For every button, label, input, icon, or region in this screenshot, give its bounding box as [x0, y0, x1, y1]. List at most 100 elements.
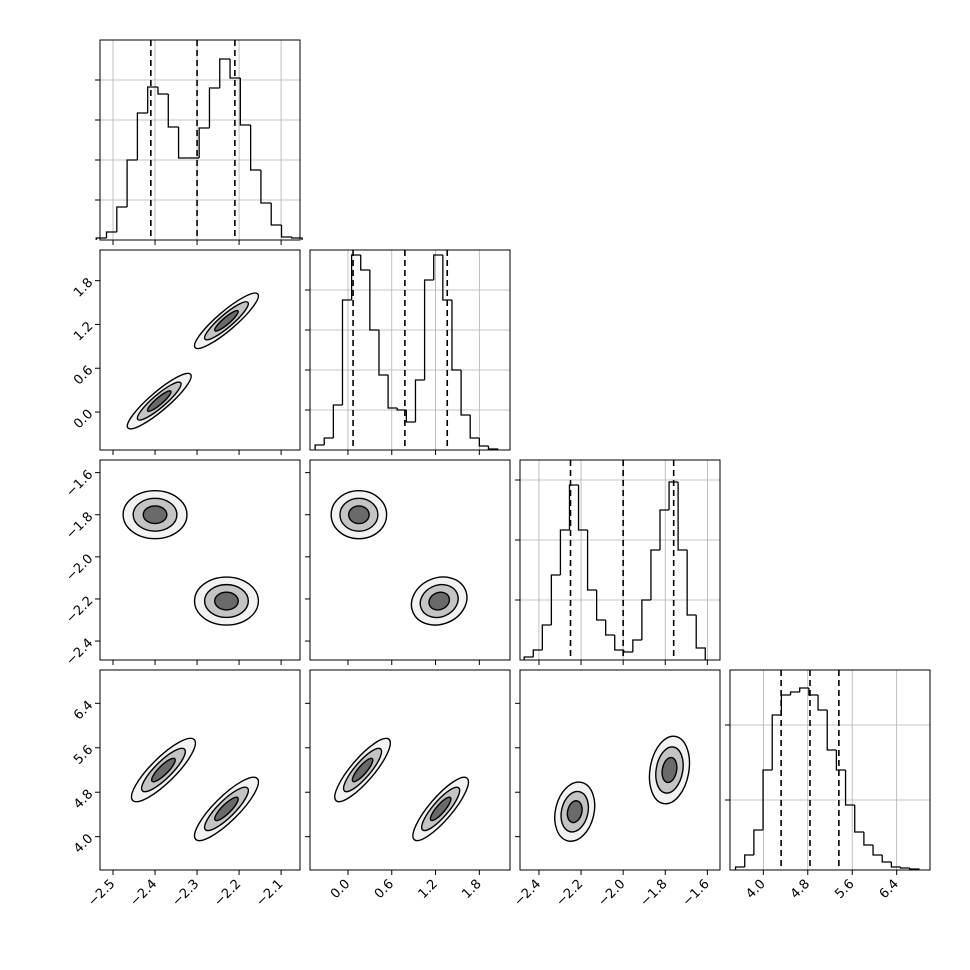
density-panel — [330, 490, 468, 626]
histogram-bin — [744, 854, 754, 867]
histogram-bin — [541, 624, 552, 650]
contour — [560, 790, 590, 833]
y-tick-label: 1.8 — [71, 275, 96, 300]
histogram-bin — [568, 484, 579, 530]
contour — [566, 800, 583, 824]
contour — [428, 591, 451, 611]
y-tick-label: 0.0 — [71, 407, 96, 432]
histogram-bin — [695, 615, 706, 660]
histogram-bin — [650, 549, 660, 600]
panel-frame — [99, 39, 301, 241]
histogram-bin — [332, 404, 343, 438]
histogram-bin — [323, 437, 334, 445]
histogram-bin — [378, 330, 389, 376]
y-tick-label: 6.4 — [71, 698, 96, 723]
histogram-bin — [369, 270, 379, 331]
histogram-bin — [817, 695, 828, 711]
histogram-bin — [487, 446, 499, 450]
histogram-bin — [863, 832, 874, 846]
density-fill — [214, 797, 239, 821]
x-tick-label: 4.0 — [743, 877, 768, 902]
histogram-bin — [623, 650, 633, 653]
panel-frame — [309, 459, 511, 661]
x-tick-label: −2.2 — [553, 877, 586, 910]
histogram-bin — [442, 255, 452, 301]
y-tick-label: −2.0 — [63, 552, 96, 585]
histogram-bin — [95, 237, 107, 240]
histogram-bin — [899, 867, 910, 869]
histogram-bin — [469, 415, 480, 439]
x-tick-label: −1.8 — [638, 877, 671, 910]
density-panel — [554, 735, 691, 842]
x-tick-label: 0.0 — [328, 877, 353, 902]
histogram-bin — [789, 691, 800, 695]
y-tick-label: −2.2 — [63, 594, 96, 627]
contour — [412, 776, 470, 842]
histogram-bin — [577, 485, 588, 531]
contour — [420, 786, 461, 832]
density-fill — [151, 758, 176, 782]
histogram-bin — [890, 862, 901, 868]
histogram-bin — [177, 127, 189, 159]
x-tick-label: −2.0 — [596, 877, 629, 910]
contour — [142, 505, 168, 525]
histogram-bin — [835, 750, 846, 771]
histogram-bin — [753, 829, 764, 855]
panel-frame — [309, 249, 511, 451]
x-tick-label: 6.4 — [877, 877, 902, 902]
density-fill — [147, 390, 172, 412]
x-tick-label: 5.6 — [832, 877, 857, 902]
histogram-bin — [808, 688, 819, 696]
histogram-bin — [167, 94, 179, 128]
density-fill — [348, 505, 370, 524]
histogram-bin — [771, 714, 782, 770]
histogram-bin — [414, 379, 425, 422]
density-fill — [214, 310, 239, 332]
x-tick-label: 1.8 — [459, 877, 484, 902]
histogram-bin — [433, 254, 443, 280]
histogram-bin — [595, 590, 606, 621]
histogram-bin — [659, 509, 670, 550]
histogram-bin — [147, 86, 158, 113]
y-tick-label: 4.8 — [71, 787, 96, 812]
contour — [122, 490, 188, 540]
x-tick-label: −2.4 — [127, 877, 160, 910]
density-panel — [334, 737, 470, 842]
histogram-bin — [641, 599, 651, 640]
contour — [410, 576, 468, 626]
histogram-bin — [478, 438, 489, 447]
contour — [347, 505, 370, 525]
x-tick-label: −2.1 — [253, 877, 286, 910]
x-tick-label: 4.8 — [788, 877, 813, 902]
histogram-bin — [632, 639, 642, 652]
contour — [334, 737, 391, 803]
histogram-bin — [532, 649, 543, 657]
histogram-bin — [396, 408, 407, 411]
contour — [146, 390, 172, 413]
contour — [132, 497, 178, 532]
histogram-bin — [341, 299, 352, 405]
histogram-bin — [451, 300, 462, 371]
histogram-bin — [198, 127, 210, 158]
y-tick-label: −2.4 — [63, 636, 96, 669]
histogram-bin — [423, 279, 434, 380]
histogram-bin — [350, 254, 361, 300]
density-fill — [567, 800, 583, 823]
histogram-bin — [291, 237, 303, 240]
histogram-bin — [360, 255, 370, 271]
histogram-bin — [668, 481, 679, 510]
contour — [214, 796, 239, 822]
contour — [330, 490, 388, 540]
histogram-bin — [762, 769, 773, 830]
contour — [419, 583, 459, 619]
y-tick-label: 4.0 — [71, 831, 96, 856]
contour — [203, 301, 250, 341]
contour — [203, 786, 250, 832]
histogram-bin — [854, 805, 864, 833]
panel-frame — [519, 459, 721, 661]
histogram-bin — [550, 574, 561, 625]
histogram-bin — [280, 225, 292, 238]
histogram-bin — [126, 159, 138, 207]
histogram-bin — [460, 370, 471, 416]
contour — [342, 747, 383, 793]
